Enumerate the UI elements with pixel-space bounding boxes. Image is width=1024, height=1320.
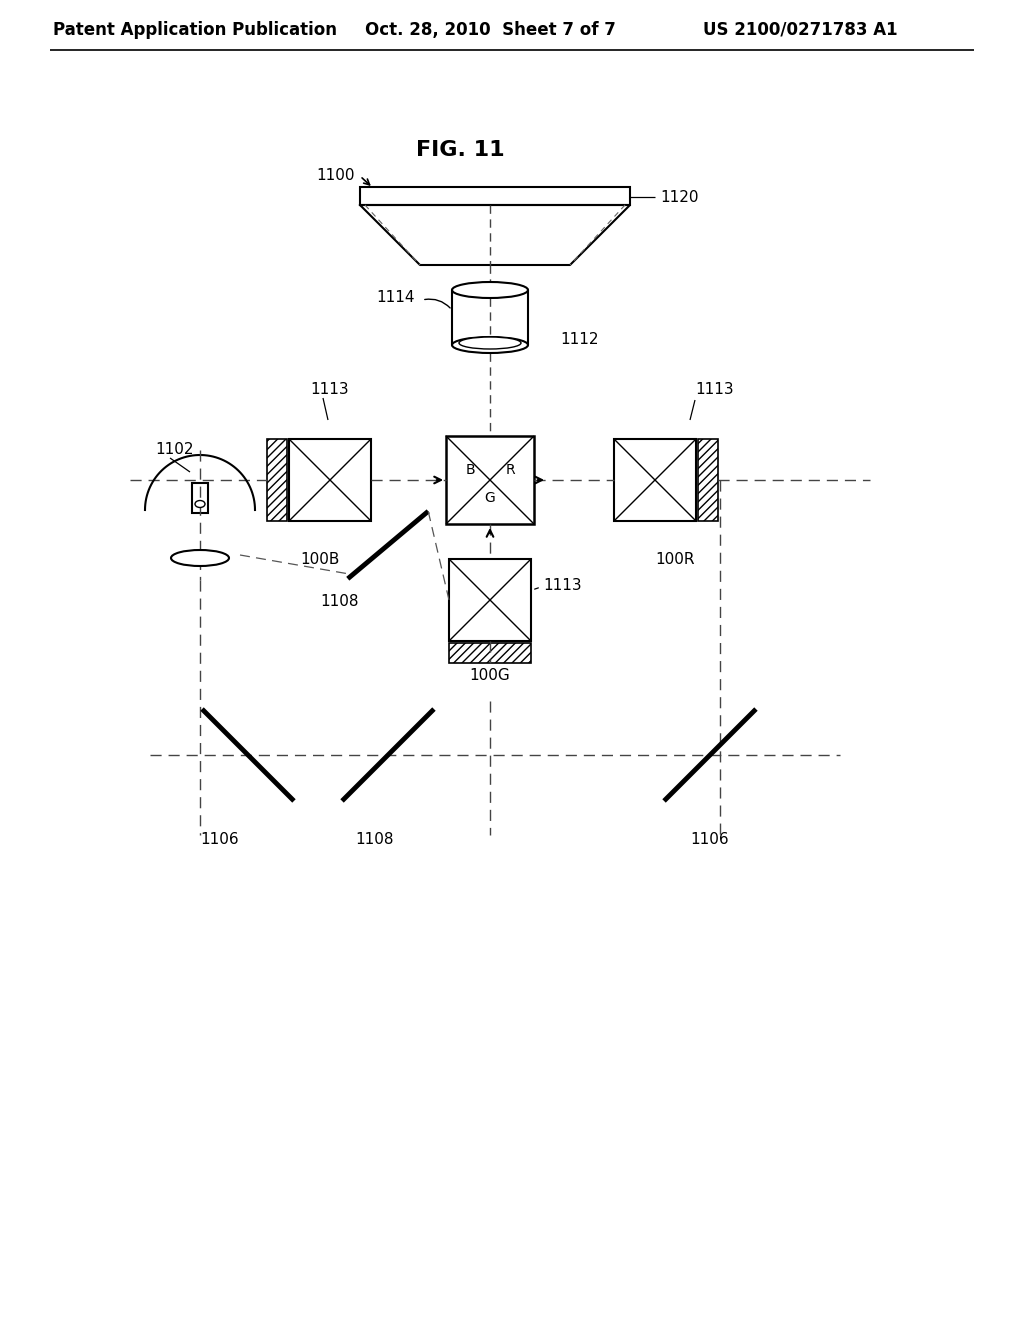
Ellipse shape	[171, 550, 229, 566]
Text: 100B: 100B	[300, 553, 340, 568]
Text: 1113: 1113	[695, 383, 733, 397]
Text: Oct. 28, 2010  Sheet 7 of 7: Oct. 28, 2010 Sheet 7 of 7	[365, 21, 615, 40]
Text: 1108: 1108	[355, 833, 394, 847]
Text: G: G	[484, 491, 496, 506]
Bar	[698, 440, 718, 521]
Text: 100R: 100R	[655, 553, 694, 568]
Text: R: R	[505, 463, 515, 477]
Text: Patent Application Publication: Patent Application Publication	[53, 21, 337, 40]
Bar	[289, 440, 371, 521]
Text: 1106: 1106	[690, 833, 729, 847]
Ellipse shape	[195, 500, 205, 507]
Text: 1112: 1112	[560, 333, 598, 347]
Text: US 2100/0271783 A1: US 2100/0271783 A1	[702, 21, 897, 40]
Ellipse shape	[452, 337, 528, 352]
Text: 100G: 100G	[470, 668, 510, 684]
Text: 1114: 1114	[377, 290, 415, 305]
Bar	[614, 440, 696, 521]
Text: B: B	[465, 463, 475, 477]
Ellipse shape	[459, 337, 521, 348]
Bar	[193, 483, 208, 513]
Text: FIG. 11: FIG. 11	[416, 140, 504, 160]
Text: 1106: 1106	[201, 833, 240, 847]
Bar	[360, 187, 630, 205]
Text: 1100: 1100	[316, 168, 355, 182]
Bar	[449, 643, 531, 663]
Text: 1113: 1113	[543, 578, 582, 593]
Bar	[449, 558, 531, 642]
Text: 1108: 1108	[321, 594, 359, 610]
Text: 1113: 1113	[310, 383, 348, 397]
Bar	[267, 440, 287, 521]
Ellipse shape	[452, 282, 528, 298]
Text: 1102: 1102	[155, 442, 194, 458]
Text: 1120: 1120	[660, 190, 698, 205]
Bar	[446, 436, 534, 524]
